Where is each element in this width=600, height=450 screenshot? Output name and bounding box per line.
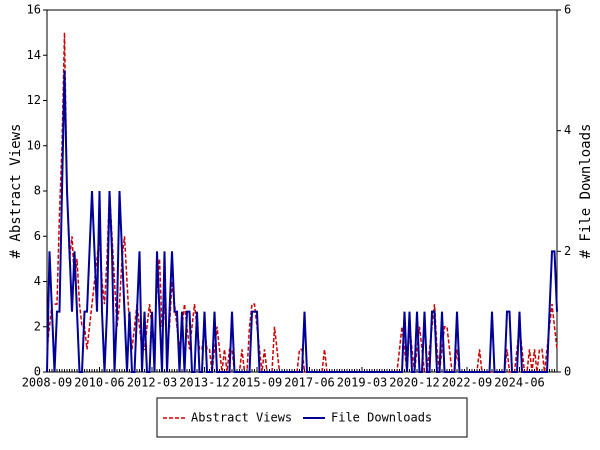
series-line (46, 32, 558, 373)
y-tick-label: 0 (34, 365, 41, 379)
y2-axis-title: # File Downloads (578, 124, 594, 259)
x-tick-label: 2022-09 (442, 376, 493, 390)
y-tick-label: 10 (27, 138, 41, 152)
x-tick-label: 2012-03 (127, 376, 178, 390)
y-tick-label: 12 (27, 93, 41, 107)
y2-tick-label: 6 (564, 3, 571, 17)
series-line (46, 70, 558, 373)
y-tick-label: 6 (34, 229, 41, 243)
y-tick-label: 16 (27, 3, 41, 17)
plot-frame (46, 9, 558, 373)
y-tick-label: 2 (34, 319, 41, 333)
x-tick-label: 2017-06 (284, 376, 335, 390)
x-tick-label: 2020-12 (389, 376, 440, 390)
y2-tick-label: 0 (564, 365, 571, 379)
y2-tick-label: 2 (564, 244, 571, 258)
y2-tick-label: 4 (564, 123, 571, 137)
legend-label: File Downloads (331, 411, 432, 425)
y-tick-label: 8 (34, 184, 41, 198)
legend-label: Abstract Views (191, 411, 292, 425)
x-tick-label: 2010-06 (74, 376, 125, 390)
y-tick-label: 14 (27, 48, 41, 62)
x-tick-label: 2013-12 (179, 376, 230, 390)
x-tick-label: 2019-03 (337, 376, 388, 390)
x-tick-label: 2024-06 (494, 376, 545, 390)
x-tick-label: 2015-09 (232, 376, 283, 390)
x-tick-label: 2008-09 (22, 376, 73, 390)
y-tick-label: 4 (34, 274, 41, 288)
y-axis-title: # Abstract Views (8, 124, 24, 259)
